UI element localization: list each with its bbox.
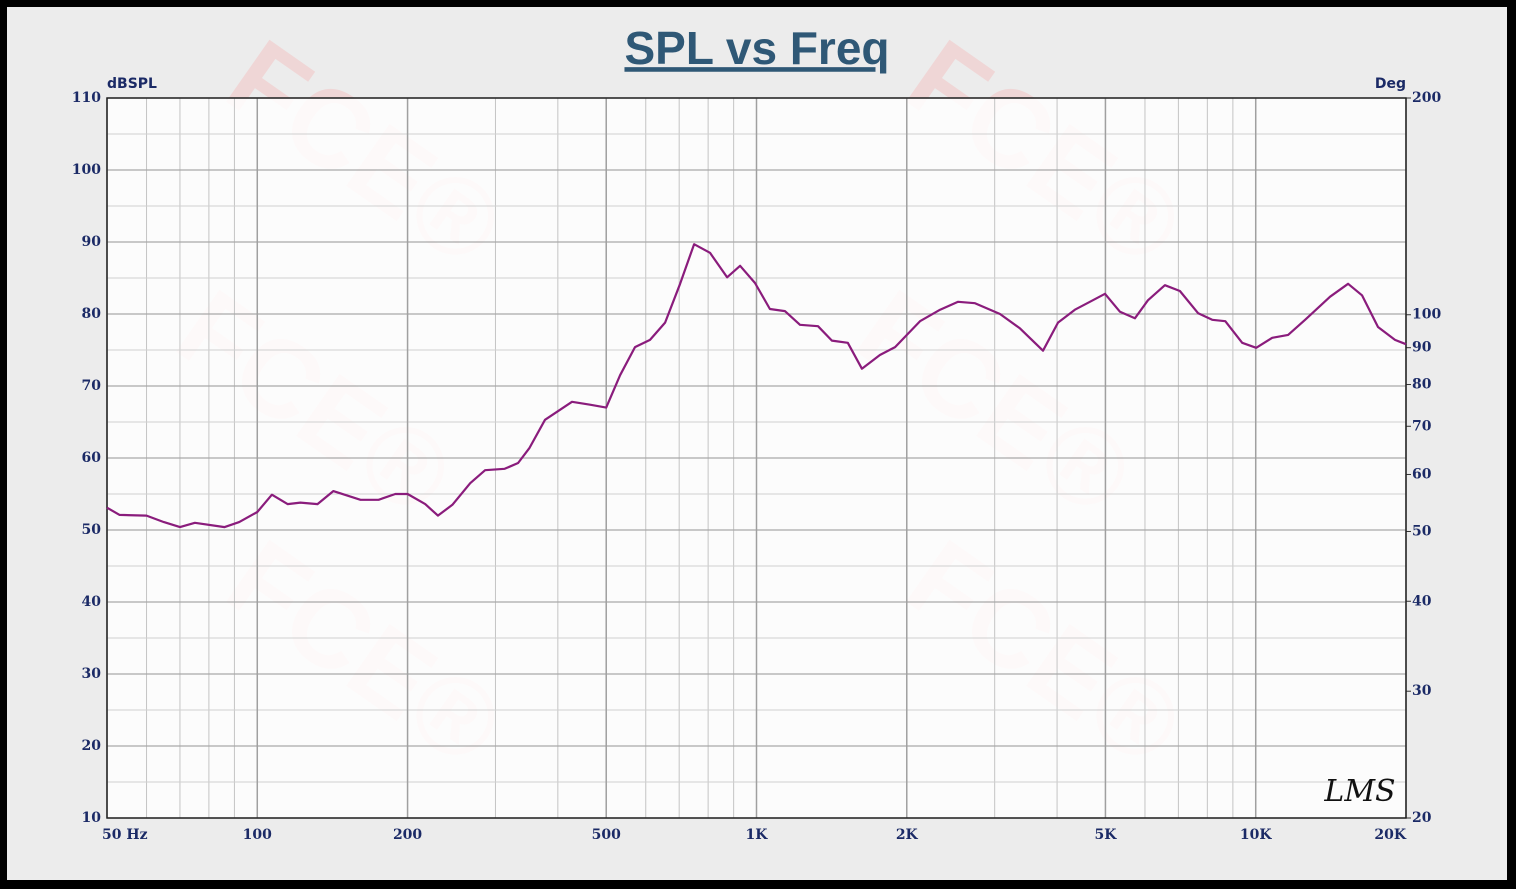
y2-tick-label: 50	[1412, 523, 1432, 539]
y2-tick-label: 60	[1412, 466, 1432, 482]
x-tick-label: 200	[393, 827, 422, 843]
annotation: LMS	[1323, 774, 1395, 809]
y2-tick-label: 100	[1412, 307, 1441, 323]
y2-tick-label: 30	[1412, 683, 1432, 699]
y-tick-label: 10	[82, 810, 102, 826]
plot-frame	[106, 97, 1407, 819]
y-axis-label: dBSPL	[107, 76, 157, 92]
y2-tick-label: 40	[1412, 593, 1432, 609]
x-tick-label: 1K	[746, 827, 769, 843]
y2-tick-label: 70	[1412, 418, 1432, 434]
x-tick-label: 10K	[1240, 827, 1272, 843]
y-tick-label: 100	[72, 162, 101, 178]
y-tick-label: 50	[82, 522, 102, 538]
y-tick-label: 70	[82, 378, 102, 394]
y2-tick-label: 200	[1412, 90, 1441, 106]
y-tick-label: 80	[82, 306, 102, 322]
chart-title: SPL vs Freq	[624, 22, 889, 74]
x-tick-label: 100	[243, 827, 272, 843]
data-line	[106, 243, 1407, 529]
x-tick-label: 500	[592, 827, 621, 843]
x-tick-label: 5K	[1094, 827, 1117, 843]
x-tick-label: 20K	[1374, 827, 1406, 843]
y2-tick-label: 80	[1412, 377, 1432, 393]
y-tick-label: 110	[72, 90, 101, 106]
y-tick-label: 90	[82, 234, 102, 250]
y2-axis-label: Deg	[1375, 76, 1406, 92]
y2-tick-label: 20	[1412, 810, 1432, 826]
y2-tick-label: 90	[1412, 340, 1432, 356]
y-tick-label: 60	[82, 450, 102, 466]
x-tick-label: 2K	[896, 827, 919, 843]
y-tick-label: 30	[82, 666, 102, 682]
y-tick-label: 20	[82, 738, 102, 754]
x-tick-label: 50 Hz	[102, 827, 148, 843]
y-tick-label: 40	[82, 594, 102, 610]
